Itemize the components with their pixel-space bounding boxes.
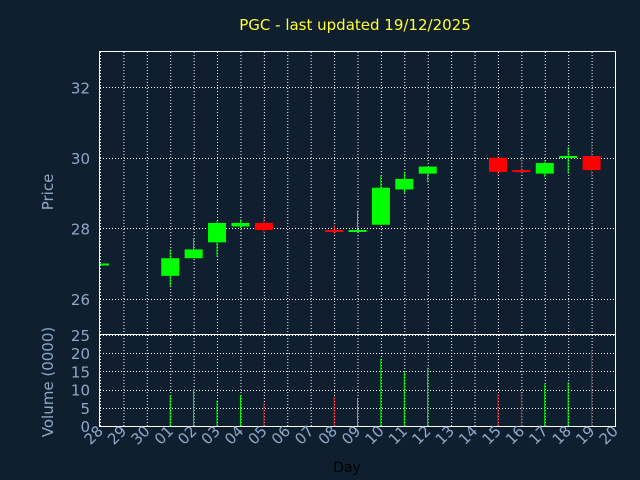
volume-tick-label: 20 — [71, 345, 90, 363]
candle-body — [184, 249, 203, 259]
candle-body — [100, 263, 109, 266]
price-axis-label: Price — [39, 174, 57, 211]
candle-body — [231, 222, 250, 227]
candle-body — [161, 258, 180, 276]
volume-tick-label: 25 — [71, 327, 90, 345]
grid — [100, 52, 616, 427]
volume-bars — [169, 349, 593, 426]
candle-body — [418, 166, 437, 174]
candle-body — [582, 155, 601, 171]
x-axis-label: Day — [333, 460, 361, 476]
candle-body — [488, 157, 507, 172]
chart-title: PGC - last updated 19/12/2025 — [239, 16, 471, 34]
candle-body — [348, 230, 367, 233]
volume-tick-label: 15 — [71, 363, 90, 381]
candle-body — [371, 187, 390, 225]
price-tick-labels: 26 28 30 32 — [71, 79, 90, 309]
candle-body — [325, 230, 344, 233]
volume-tick-label: 0 — [80, 418, 90, 436]
candle-body — [208, 222, 227, 243]
candle-body — [559, 155, 578, 158]
candle-body — [395, 178, 414, 190]
candle-body — [254, 222, 273, 231]
x-tick-labels: 2829300102030405060708091011121314151617… — [81, 422, 622, 448]
price-tick-label: 26 — [71, 291, 90, 309]
price-tick-label: 32 — [71, 79, 90, 97]
volume-axis-label: Volume (0000) — [39, 327, 57, 437]
candle-body — [512, 170, 531, 173]
volume-tick-label: 10 — [71, 382, 90, 400]
price-tick-label: 30 — [71, 150, 90, 168]
candles — [100, 143, 601, 287]
candle-body — [535, 163, 554, 174]
volume-tick-label: 5 — [80, 400, 90, 418]
price-tick-label: 28 — [71, 220, 90, 238]
